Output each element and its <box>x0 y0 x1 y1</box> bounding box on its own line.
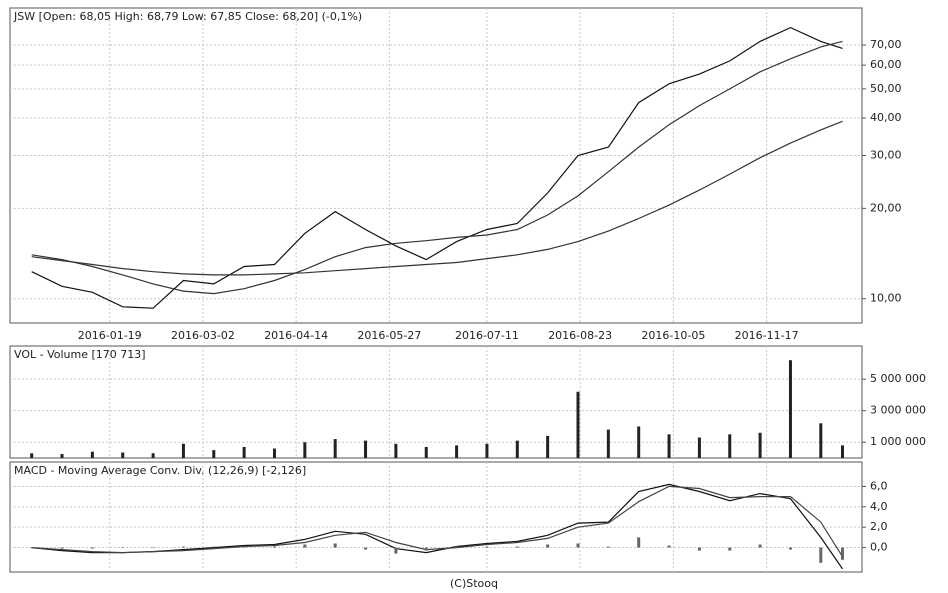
bar <box>697 437 701 458</box>
bar <box>728 434 732 458</box>
panel-title: VOL - Volume [170 713] <box>14 348 146 361</box>
y-tick-label: 4,0 <box>870 500 888 513</box>
x-tick-label: 2016-07-11 <box>455 329 519 342</box>
bar <box>840 445 844 458</box>
bar <box>424 547 428 551</box>
panel-title: JSW [Open: 68,05 High: 68,79 Low: 67,85 … <box>13 10 362 23</box>
bar <box>455 546 459 548</box>
y-tick-label: 6,0 <box>870 479 888 492</box>
bar <box>455 445 459 458</box>
bar <box>606 429 610 458</box>
bar <box>576 391 580 458</box>
bar <box>151 453 155 458</box>
series-line <box>31 120 843 276</box>
bar <box>364 440 368 458</box>
bar <box>121 452 125 458</box>
bar <box>303 544 307 548</box>
bar <box>758 432 762 458</box>
bar <box>840 547 844 560</box>
bar <box>30 453 34 458</box>
y-tick-label: 3 000 000 <box>870 404 926 417</box>
series-line <box>31 485 844 558</box>
y-tick-label: 0,0 <box>870 541 888 554</box>
x-tick-label: 2016-08-23 <box>548 329 612 342</box>
bar <box>181 443 185 458</box>
bar <box>637 426 641 458</box>
x-tick-label: 2016-11-17 <box>735 329 799 342</box>
x-tick-label: 2016-01-19 <box>78 329 142 342</box>
panel-frame <box>9 345 863 459</box>
y-tick-label: 40,00 <box>870 111 902 124</box>
bar <box>788 547 792 550</box>
bar <box>272 448 276 458</box>
bar <box>515 546 519 548</box>
x-tick-label: 2016-03-02 <box>171 329 235 342</box>
x-tick-label: 2016-10-05 <box>641 329 705 342</box>
y-tick-label: 30,00 <box>870 148 902 161</box>
y-tick-label: 50,00 <box>870 82 902 95</box>
bar <box>121 547 125 549</box>
y-tick-label: 2,0 <box>870 520 888 533</box>
y-tick-label: 5 000 000 <box>870 372 926 385</box>
bar <box>728 547 732 551</box>
bar <box>697 547 701 551</box>
bar <box>333 439 337 458</box>
bar <box>546 435 550 458</box>
bar <box>394 443 398 458</box>
panel-frame <box>9 461 863 573</box>
y-tick-label: 10,00 <box>870 292 902 305</box>
y-tick-label: 1 000 000 <box>870 435 926 448</box>
bar <box>606 546 610 548</box>
bar <box>424 446 428 458</box>
bar <box>819 547 823 563</box>
bar <box>667 434 671 458</box>
panel-title: MACD - Moving Average Conv. Div. (12,26,… <box>14 464 306 477</box>
bar <box>333 543 337 548</box>
bar <box>788 360 792 458</box>
y-tick-label: 70,00 <box>870 38 902 51</box>
y-tick-label: 20,00 <box>870 201 902 214</box>
bar <box>272 546 276 548</box>
bar <box>485 443 489 458</box>
bar <box>181 546 185 548</box>
series-line <box>31 26 843 309</box>
credit: (C)Stooq <box>450 577 498 590</box>
bar <box>637 537 641 548</box>
bar <box>212 546 216 548</box>
series-line <box>31 40 843 295</box>
x-tick-label: 2016-05-27 <box>357 329 421 342</box>
bar <box>60 547 64 549</box>
bar <box>576 543 580 548</box>
bar <box>90 547 94 549</box>
bar <box>30 547 34 549</box>
panel-frame <box>9 7 863 324</box>
bar <box>667 545 671 548</box>
bar <box>303 442 307 458</box>
y-tick-label: 60,00 <box>870 58 902 71</box>
bar <box>151 547 155 549</box>
bar <box>212 450 216 458</box>
bar <box>60 454 64 458</box>
bar <box>758 544 762 548</box>
bar <box>90 451 94 458</box>
bar <box>819 423 823 458</box>
bar <box>394 547 398 554</box>
bar <box>515 440 519 458</box>
bar <box>242 446 246 458</box>
bar <box>242 546 246 548</box>
bar <box>546 544 550 548</box>
x-tick-label: 2016-04-14 <box>264 329 328 342</box>
bar <box>364 547 368 550</box>
bar <box>485 546 489 548</box>
